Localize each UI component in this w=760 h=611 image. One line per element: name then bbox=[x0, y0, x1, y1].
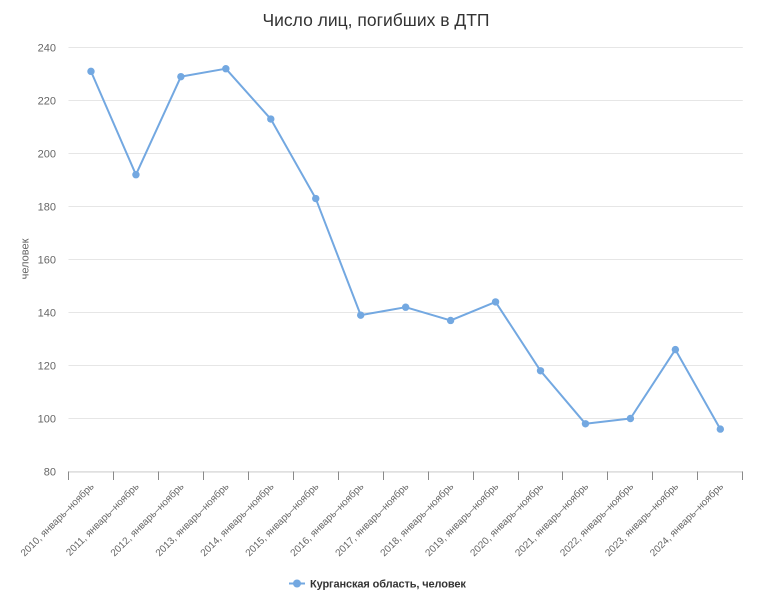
svg-text:Курганская область, человек: Курганская область, человек bbox=[310, 579, 466, 591]
svg-text:220: 220 bbox=[38, 95, 56, 107]
svg-text:80: 80 bbox=[44, 466, 56, 478]
svg-text:140: 140 bbox=[38, 307, 56, 319]
svg-text:160: 160 bbox=[38, 254, 56, 266]
svg-text:Число лиц, погибших в ДТП: Число лиц, погибших в ДТП bbox=[262, 10, 489, 30]
svg-text:200: 200 bbox=[38, 148, 56, 160]
svg-text:120: 120 bbox=[38, 360, 56, 372]
svg-text:человек: человек bbox=[20, 238, 32, 279]
svg-text:180: 180 bbox=[38, 201, 56, 213]
svg-text:240: 240 bbox=[38, 42, 56, 54]
svg-text:100: 100 bbox=[38, 413, 56, 425]
